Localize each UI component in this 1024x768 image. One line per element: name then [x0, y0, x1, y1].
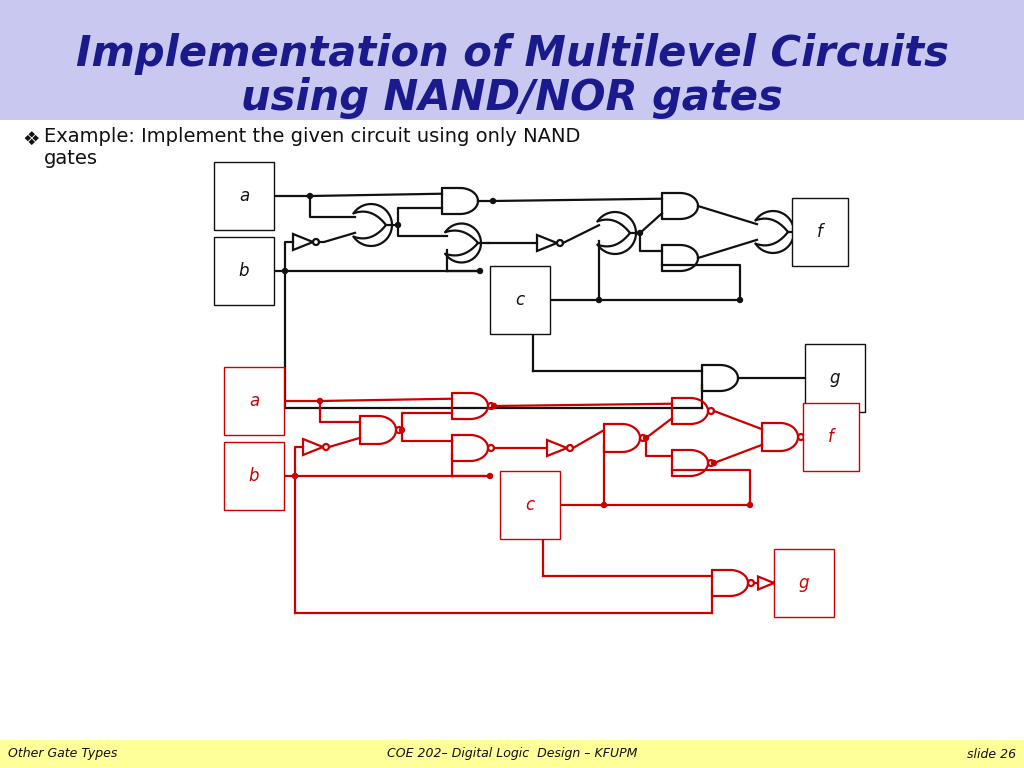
Text: ❖: ❖ — [22, 130, 40, 149]
FancyBboxPatch shape — [0, 740, 1024, 768]
Text: c: c — [515, 291, 524, 309]
Text: slide 26: slide 26 — [967, 747, 1016, 760]
Text: f: f — [828, 428, 834, 446]
Circle shape — [712, 461, 717, 465]
Circle shape — [597, 297, 601, 303]
Text: g: g — [829, 369, 841, 387]
Text: b: b — [249, 467, 259, 485]
FancyBboxPatch shape — [0, 0, 1024, 120]
Circle shape — [748, 502, 753, 508]
Circle shape — [395, 223, 400, 227]
Text: a: a — [249, 392, 259, 410]
Text: Example: Implement the given circuit using only NAND: Example: Implement the given circuit usi… — [44, 127, 581, 146]
Text: Implementation of Multilevel Circuits: Implementation of Multilevel Circuits — [76, 33, 948, 75]
Circle shape — [601, 502, 606, 508]
Text: b: b — [239, 262, 249, 280]
Text: COE 202– Digital Logic  Design – KFUPM: COE 202– Digital Logic Design – KFUPM — [387, 747, 637, 760]
Circle shape — [283, 269, 288, 273]
Circle shape — [293, 474, 298, 478]
Circle shape — [317, 399, 323, 403]
Text: gates: gates — [44, 149, 98, 168]
Circle shape — [643, 435, 648, 441]
Text: a: a — [239, 187, 249, 205]
Circle shape — [399, 428, 404, 432]
Text: g: g — [799, 574, 809, 592]
Circle shape — [492, 403, 497, 409]
Circle shape — [638, 230, 642, 236]
Circle shape — [487, 474, 493, 478]
Circle shape — [490, 198, 496, 204]
Circle shape — [737, 297, 742, 303]
Text: using NAND/NOR gates: using NAND/NOR gates — [241, 77, 783, 119]
Circle shape — [307, 194, 312, 198]
Text: c: c — [525, 496, 535, 514]
Text: f: f — [817, 223, 823, 241]
Text: Other Gate Types: Other Gate Types — [8, 747, 118, 760]
Circle shape — [477, 269, 482, 273]
